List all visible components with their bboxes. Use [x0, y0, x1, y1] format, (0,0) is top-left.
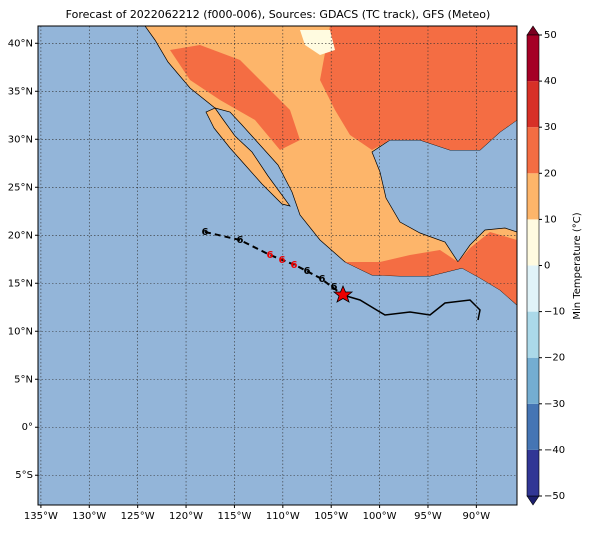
y-tick-label: 20°N [8, 230, 33, 241]
y-tick-label: 10°N [8, 326, 33, 337]
y-tick-label: 5°S [15, 470, 33, 481]
colorbar-bin [527, 81, 539, 128]
colorbar-label: Min Temperature (°C) [572, 212, 583, 319]
x-tick-label: 130°W [72, 511, 106, 522]
y-tick-label: 5°N [14, 374, 33, 385]
svg-text:6: 6 [291, 260, 298, 271]
y-tick-label: 40°N [8, 38, 33, 49]
colorbar-bin [527, 449, 539, 496]
tc-symbols: 6 6 6 6 6 6 6 6 [202, 227, 338, 293]
graticule [38, 26, 517, 505]
colorbar-tick-label: 0 [544, 261, 550, 272]
x-tick-label: 110°W [266, 511, 300, 522]
svg-text:6: 6 [319, 274, 326, 285]
x-tick-label: 105°W [314, 511, 348, 522]
y-tick-label: 0° [22, 422, 33, 433]
colorbar-extend [526, 495, 540, 506]
colorbar-tick-label: −50 [544, 491, 565, 502]
colorbar-tick-label: 50 [544, 30, 557, 41]
title: Forecast of 2022062212 (f000-006), Sourc… [66, 8, 491, 21]
colorbar-tick-label: −40 [544, 445, 565, 456]
colorbar-bin [527, 357, 539, 404]
x-tick-label: 135°W [24, 511, 58, 522]
colorbar-tick-label: −20 [544, 353, 565, 364]
tc-position [332, 284, 354, 303]
map: 6 6 6 6 6 6 6 6 [38, 26, 517, 505]
map-frame [37, 25, 518, 506]
colorbar-bin [527, 127, 539, 174]
colorbar-extend [526, 25, 540, 36]
colorbar-bin [527, 219, 539, 266]
colorbar-tick-label: 40 [544, 76, 557, 87]
warm-region [320, 26, 517, 150]
svg-text:6: 6 [267, 250, 274, 261]
tc-track [342, 294, 481, 321]
colorbar-bin [527, 265, 539, 312]
x-tick-label: 125°W [121, 511, 155, 522]
colorbar-tick-label: 20 [544, 168, 557, 179]
x-tick-label: 90°W [463, 511, 491, 522]
colorbar-bin [527, 403, 539, 450]
svg-text:6: 6 [237, 235, 244, 246]
y-tick-label: 15°N [8, 278, 33, 289]
y-tick-label: 25°N [8, 182, 33, 193]
warm-region [345, 232, 517, 305]
y-tick-label: 30°N [8, 134, 33, 145]
baja [205, 107, 291, 207]
svg-text:6: 6 [279, 255, 286, 266]
warm-region [170, 45, 300, 150]
colorbar: −50 −40 −30 −20 −10 0 10 20 30 40 50 [526, 25, 565, 506]
x-tick-label: 120°W [169, 511, 203, 522]
colorbar-tick-label: 30 [544, 122, 557, 133]
colorbar-bin [527, 311, 539, 358]
y-tick-label: 35°N [8, 86, 33, 97]
x-tick-label: 115°W [217, 511, 251, 522]
colorbar-tick-label: −10 [544, 307, 565, 318]
tc-forecast [204, 231, 344, 296]
colorbar-bin [527, 173, 539, 220]
colorbar-bin [527, 35, 539, 82]
svg-text:6: 6 [304, 266, 311, 277]
colorbar-tick-label: 10 [544, 214, 557, 225]
colorbar-tick-label: −30 [544, 399, 565, 410]
x-tick-label: 100°W [363, 511, 397, 522]
x-tick-label: 95°W [414, 511, 442, 522]
svg-text:6: 6 [331, 282, 338, 293]
cool-region [300, 30, 335, 55]
svg-text:6: 6 [202, 227, 209, 238]
